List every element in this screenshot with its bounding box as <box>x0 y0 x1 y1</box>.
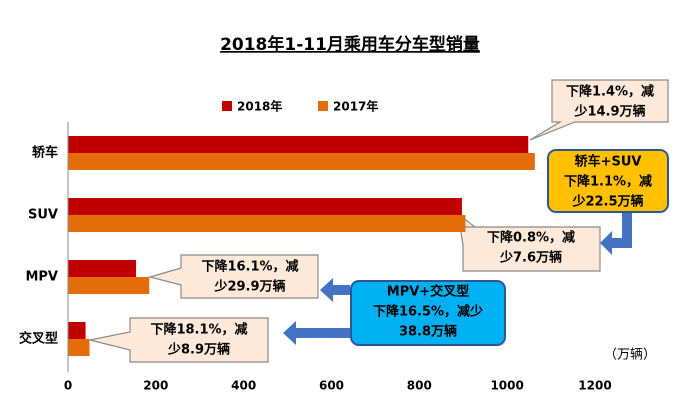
y-tick-label: 轿车 <box>32 145 58 161</box>
legend-swatch <box>318 101 328 111</box>
callout <box>529 79 669 141</box>
x-tick-label: 1200 <box>578 379 611 393</box>
legend-label: 2017年 <box>333 99 378 114</box>
bar <box>68 260 137 277</box>
callout <box>350 280 506 346</box>
chart-title: 2018年1-11月乘用车分车型销量 <box>220 34 480 55</box>
annotation: 下降18.1%，减 <box>150 322 247 338</box>
annotation: 下降16.5%，减少 <box>373 304 483 320</box>
y-tick-label: MPV <box>25 270 58 285</box>
annotation: 38.8万辆 <box>399 324 457 340</box>
arrow <box>320 278 350 302</box>
x-tick-label: 0 <box>64 379 72 393</box>
x-tick-label: 200 <box>143 379 168 393</box>
callout <box>457 212 601 272</box>
bar <box>68 153 535 170</box>
annotation: 下降1.1%，减 <box>564 174 652 190</box>
bar <box>68 322 86 339</box>
x-tick-label: 800 <box>407 379 432 393</box>
callout <box>89 317 269 363</box>
arrow <box>600 212 632 255</box>
annotation: 少22.5万辆 <box>571 194 643 210</box>
annotation: 少7.6万辆 <box>499 250 562 266</box>
bar <box>68 136 529 153</box>
arrow <box>283 321 350 345</box>
annotation: 下降16.1%，减 <box>201 259 298 275</box>
legend-swatch <box>222 101 232 111</box>
annotation: 少14.9万辆 <box>573 104 645 120</box>
unit-label: （万辆） <box>604 348 656 363</box>
x-tick-label: 400 <box>231 379 256 393</box>
annotation: 少8.9万辆 <box>167 342 230 358</box>
x-tick-label: 600 <box>319 379 344 393</box>
bar <box>68 198 462 215</box>
y-tick-label: SUV <box>28 208 58 223</box>
callout <box>547 149 669 213</box>
annotation: 少29.9万辆 <box>213 279 285 295</box>
legend-label: 2018年 <box>237 99 282 114</box>
bar <box>68 277 150 294</box>
y-tick-label: 交叉型 <box>19 331 58 347</box>
bar <box>68 339 90 356</box>
callout <box>147 254 319 299</box>
annotation: 轿车+SUV <box>575 154 642 170</box>
bar <box>68 215 466 232</box>
x-tick-label: 1000 <box>490 379 523 393</box>
annotation: 下降1.4%，减 <box>566 84 654 100</box>
annotation: MPV+交叉型 <box>387 284 469 300</box>
annotation: 下降0.8%，减 <box>487 230 575 246</box>
